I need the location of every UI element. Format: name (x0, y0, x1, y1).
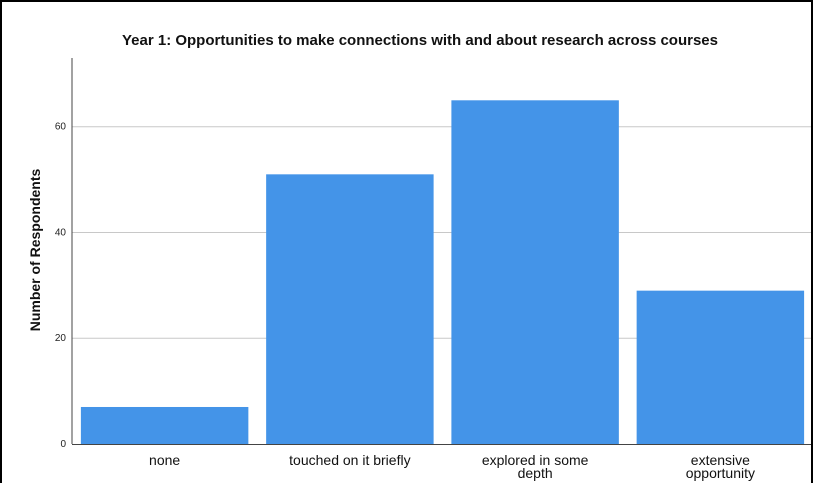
axes (71, 58, 811, 445)
x-category-label: extensive (691, 452, 750, 468)
bars (80, 100, 805, 445)
x-category-label: touched on it briefly (289, 452, 410, 468)
y-axis-label: Number of Respondents (27, 169, 43, 332)
x-category-label: opportunity (686, 465, 755, 481)
y-tick-label: 0 (60, 439, 66, 450)
y-tick-labels: 0 20 40 60 (55, 122, 67, 450)
bar (80, 406, 249, 444)
y-tick-label: 40 (55, 227, 67, 238)
bar (636, 290, 805, 444)
bar (266, 174, 434, 444)
chart-title: Year 1: Opportunities to make connection… (122, 32, 718, 49)
y-tick-label: 60 (55, 122, 67, 133)
x-category-label: explored in some (482, 452, 589, 468)
x-category-label: depth (518, 465, 553, 481)
bar (451, 100, 619, 445)
x-category-label: none (149, 452, 180, 468)
x-category-labels: none touched on it briefly explored in som… (149, 452, 755, 481)
y-tick-label: 20 (55, 333, 67, 344)
